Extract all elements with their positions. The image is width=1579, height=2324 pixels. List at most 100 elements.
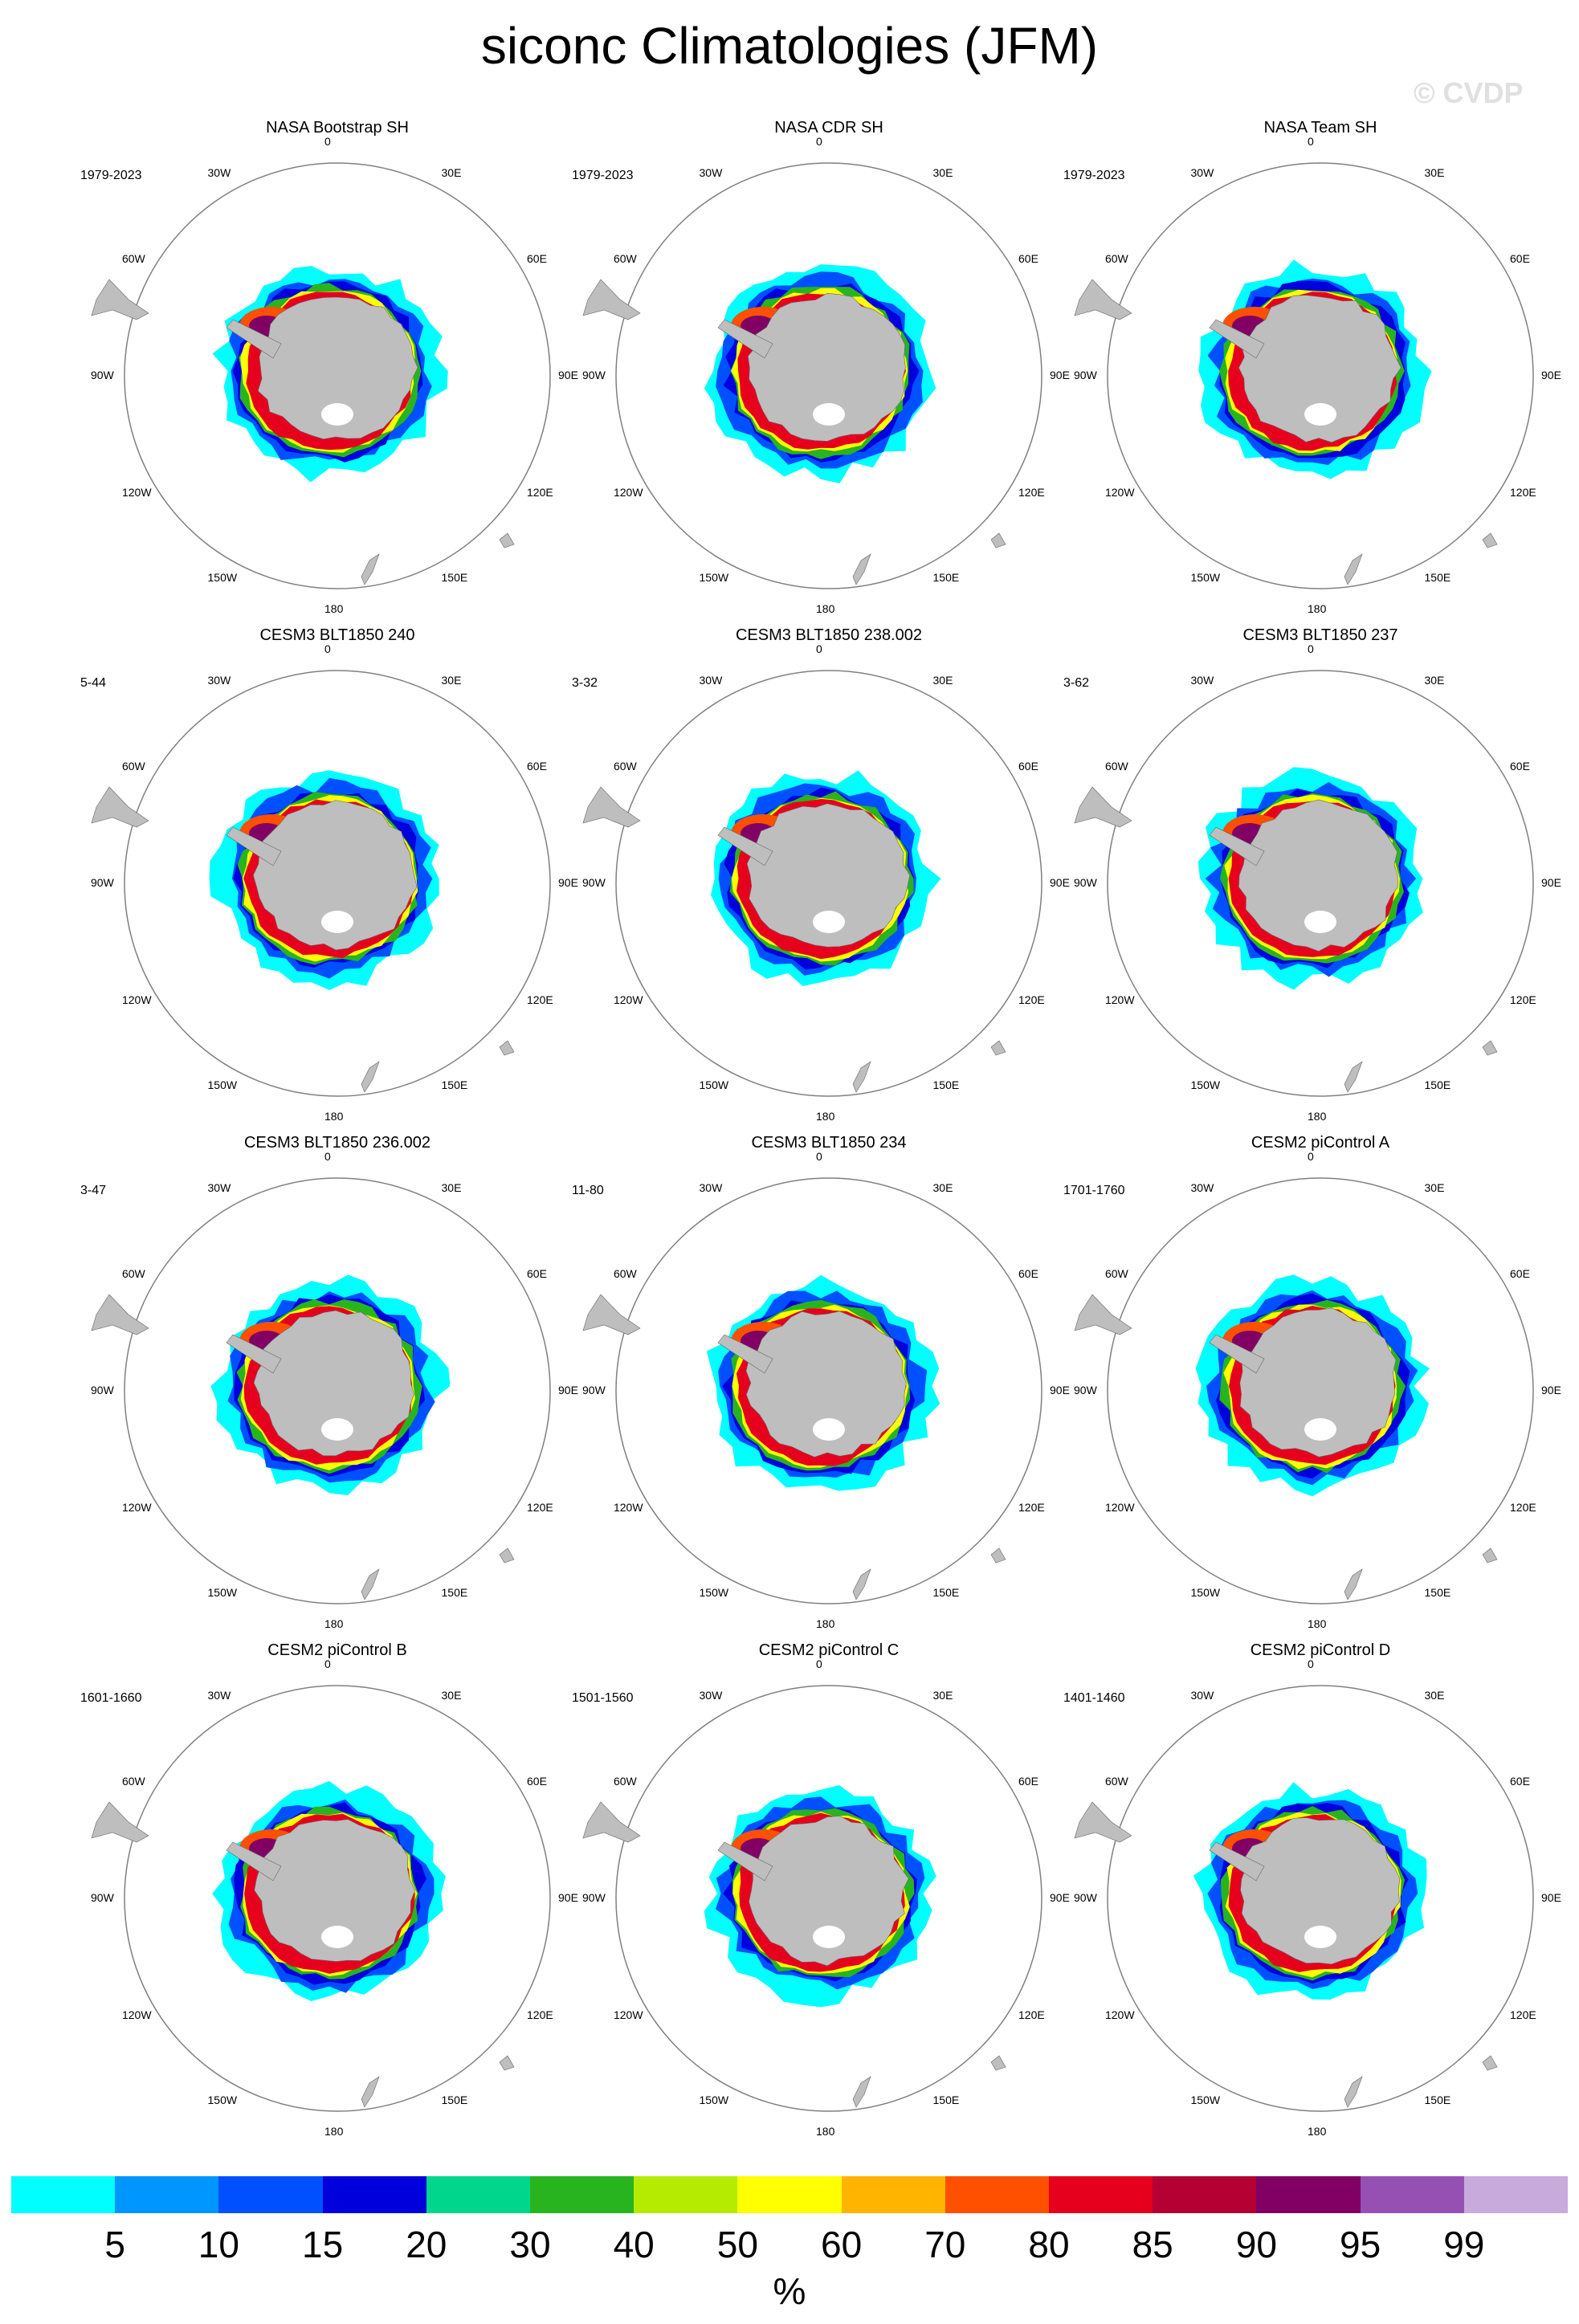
longitude-label: 180: [1308, 1110, 1327, 1123]
longitude-label: 150W: [207, 1586, 238, 1599]
new-zealand-land: [361, 1568, 380, 1600]
panel-title: CESM2 piControl C: [758, 1641, 900, 1659]
longitude-label: 60W: [121, 1774, 145, 1788]
longitude-label: 30E: [441, 1688, 462, 1702]
colorbar-tick-label: 20: [406, 2224, 447, 2265]
longitude-label: 90W: [91, 1891, 114, 1904]
longitude-label: 120W: [121, 1500, 152, 1514]
longitude-label: 120E: [527, 993, 553, 1006]
tasmania-land: [1482, 2055, 1498, 2071]
longitude-label: 60E: [1510, 759, 1530, 773]
antarctica-land: [1238, 295, 1402, 443]
colorbar-segment: [945, 2176, 1050, 2213]
colorbar-tick-label: 10: [198, 2224, 239, 2265]
longitude-label: 30W: [699, 673, 723, 687]
antarctic-peninsula: [717, 826, 773, 866]
polar-map: [1074, 162, 1534, 589]
colorbar-tick-label: 80: [1028, 2224, 1070, 2265]
longitude-label: 90E: [1541, 1384, 1561, 1396]
polar-map: [1074, 1685, 1534, 2112]
longitude-label: 90W: [582, 369, 606, 381]
longitude-label: 0: [1308, 1657, 1314, 1670]
longitude-label: 120W: [613, 485, 643, 499]
map-panel: CESM2 piControl B 1601-1660 0 30E 60E 90E 120E…: [80, 1641, 594, 2155]
longitude-label: 120E: [1510, 2008, 1536, 2021]
longitude-label: 0: [324, 1657, 331, 1670]
longitude-label: 180: [816, 602, 835, 615]
longitude-label: 60E: [1510, 1774, 1530, 1788]
map-panel: CESM3 BLT1850 236.002 3-47 0 30E 60E 90E 120E 1…: [80, 1134, 594, 1648]
map-panel: CESM2 piControl C 1501-1560 0 30E 60E 90E 120E…: [572, 1641, 1086, 2155]
longitude-label: 150W: [699, 1586, 729, 1599]
longitude-label: 150W: [1190, 2094, 1221, 2106]
longitude-label: 150E: [441, 2094, 468, 2106]
longitude-label: 90E: [1050, 1384, 1070, 1396]
antarctica-land: [252, 800, 418, 951]
polar-map: [91, 162, 551, 589]
longitude-label: 60E: [1510, 251, 1530, 265]
longitude-label: 90E: [558, 1384, 578, 1396]
longitude-label: 120E: [1018, 2008, 1045, 2021]
longitude-label: 30W: [1190, 1180, 1214, 1194]
panel-title: CESM3 BLT1850 240: [259, 626, 415, 644]
longitude-label: 120W: [121, 993, 152, 1006]
south-america-land: [91, 1294, 149, 1335]
longitude-label: 30E: [441, 673, 462, 687]
longitude-label: 120W: [613, 1500, 643, 1514]
ross-ice-shelf: [1304, 1926, 1336, 1948]
panel-title: NASA Team SH: [1263, 119, 1377, 137]
longitude-label: 120E: [1510, 993, 1536, 1006]
south-america-land: [582, 1801, 641, 1843]
polar-map: [582, 670, 1042, 1097]
longitude-label: 120W: [613, 993, 643, 1006]
colorbar-tick-label: 99: [1443, 2224, 1485, 2265]
period-label: 1979-2023: [1063, 169, 1125, 182]
longitude-label: 30E: [1424, 1180, 1445, 1194]
period-label: 1701-1760: [1063, 1184, 1125, 1197]
longitude-label: 180: [816, 2125, 835, 2138]
new-zealand-land: [852, 1061, 871, 1093]
antarctic-peninsula: [1209, 1334, 1265, 1374]
colorbar-tick-label: 40: [613, 2224, 655, 2265]
longitude-label: 60E: [527, 1774, 547, 1788]
longitude-label: 90W: [91, 369, 114, 381]
longitude-label: 0: [1308, 1150, 1314, 1163]
ross-ice-shelf: [813, 1418, 845, 1441]
longitude-label: 120W: [121, 2008, 152, 2021]
antarctica-land: [745, 1311, 907, 1458]
antarctica-land: [749, 1816, 909, 1967]
longitude-label: 150W: [207, 1078, 238, 1091]
antarctica-land: [1239, 1307, 1397, 1458]
colorbar-segment: [1360, 2176, 1464, 2213]
polar-map: [582, 1177, 1042, 1604]
tasmania-land: [499, 1040, 515, 1056]
longitude-label: 90W: [582, 1891, 606, 1904]
antarctic-peninsula: [1209, 1841, 1265, 1882]
ross-ice-shelf: [321, 403, 353, 426]
antarctica-land: [1240, 1817, 1401, 1965]
panel-title: CESM2 piControl A: [1251, 1134, 1390, 1152]
longitude-label: 60W: [121, 251, 145, 265]
longitude-label: 30W: [207, 1180, 231, 1194]
new-zealand-land: [361, 1061, 380, 1093]
longitude-label: 120E: [527, 2008, 553, 2021]
longitude-label: 30E: [1424, 1688, 1445, 1702]
longitude-label: 30W: [1190, 165, 1214, 179]
tasmania-land: [990, 532, 1006, 548]
south-america-land: [1074, 786, 1132, 828]
longitude-label: 60W: [1104, 1774, 1128, 1788]
tasmania-land: [990, 1040, 1006, 1056]
period-label: 1401-1460: [1063, 1691, 1125, 1705]
longitude-label: 180: [324, 602, 344, 615]
longitude-label: 120E: [1018, 485, 1045, 499]
longitude-label: 90E: [1050, 1891, 1070, 1904]
south-america-land: [582, 1294, 641, 1335]
longitude-label: 60E: [1018, 1774, 1038, 1788]
longitude-label: 120W: [1104, 2008, 1135, 2021]
colorbar-segment: [218, 2176, 323, 2213]
longitude-label: 150E: [932, 2094, 960, 2106]
colorbar-segment: [737, 2176, 842, 2213]
longitude-label: 120E: [527, 485, 553, 499]
longitude-label: 150E: [441, 571, 468, 584]
map-panel: NASA Bootstrap SH 1979-2023 0 30E 60E 90E 120E…: [80, 119, 594, 633]
